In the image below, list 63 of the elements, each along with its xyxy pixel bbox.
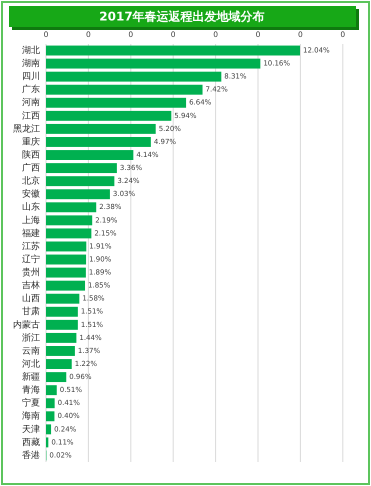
bar: [46, 124, 156, 134]
bar: [46, 346, 75, 356]
bar: [46, 242, 86, 252]
y-tick-label: 山东: [22, 202, 40, 213]
bar: [46, 320, 78, 330]
y-tick-label: 宁夏: [22, 398, 40, 409]
y-tick-label: 陕西: [22, 149, 40, 160]
bar: [46, 424, 52, 434]
y-tick-label: 四川: [22, 71, 40, 82]
bar: [46, 202, 96, 212]
bar: [46, 228, 92, 238]
bar: [46, 98, 186, 108]
bar: [46, 306, 78, 317]
y-tick-label: 安徽: [22, 188, 40, 200]
chart-title: 2017年春运返程出发地域分布: [99, 9, 265, 24]
y-tick-label: 西藏: [22, 436, 40, 448]
bar: [46, 46, 300, 56]
bar: [46, 163, 117, 174]
bar: [46, 58, 260, 69]
bar: [46, 332, 76, 343]
y-tick-label: 江西: [22, 110, 40, 122]
y-tick-label: 天津: [22, 424, 40, 435]
y-tick-label: 海南: [22, 410, 40, 422]
bar: [46, 294, 80, 304]
y-tick-label: 山西: [22, 293, 40, 304]
y-tick-label: 甘肃: [22, 306, 40, 318]
bar: [46, 72, 222, 82]
y-tick-label: 北京: [22, 176, 40, 187]
bar: [46, 84, 203, 95]
bar: [46, 176, 114, 186]
bar: [46, 411, 54, 422]
bar: [46, 137, 151, 147]
bar: [46, 110, 172, 121]
bar: [46, 359, 72, 369]
y-tick-label: 辽宁: [22, 254, 40, 265]
y-tick-label: 广西: [22, 162, 40, 174]
y-tick-label: 内蒙古: [13, 319, 40, 330]
y-tick-label: 青海: [22, 384, 40, 396]
bar: [46, 372, 66, 382]
bar: [46, 150, 134, 160]
y-tick-label: 吉林: [22, 280, 40, 292]
y-tick-label: 河北: [22, 358, 40, 370]
bar: [46, 189, 110, 200]
y-tick-label: 云南: [22, 345, 40, 356]
y-tick-label: 河南: [22, 97, 40, 108]
y-tick-label: 湖北: [22, 44, 40, 56]
y-tick-label: 湖南: [22, 58, 40, 70]
bar: [46, 280, 86, 291]
y-tick-label: 江苏: [22, 240, 40, 252]
y-tick-label: 贵州: [22, 267, 40, 278]
y-tick-label: 香港: [22, 450, 40, 461]
y-tick-label: 新疆: [22, 372, 40, 383]
bar: [46, 398, 55, 408]
bar: [46, 385, 57, 396]
y-tick-label: 重庆: [22, 136, 40, 148]
y-tick-label: 上海: [22, 214, 40, 226]
y-tick-label: 广东: [22, 84, 40, 96]
y-tick-label: 福建: [22, 228, 40, 239]
bar: [46, 254, 86, 264]
y-tick-label: 浙江: [22, 332, 40, 344]
bar: [46, 215, 92, 226]
y-tick-label: 黑龙江: [13, 123, 40, 134]
bar: [46, 268, 86, 278]
